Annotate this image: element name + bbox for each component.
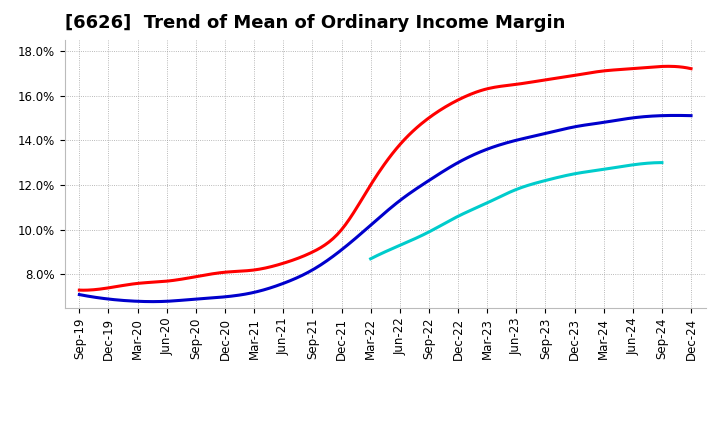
3 Years — [665, 64, 673, 69]
3 Years — [439, 106, 448, 111]
5 Years — [441, 167, 450, 172]
3 Years — [451, 99, 460, 104]
3 Years — [441, 104, 450, 110]
5 Years — [672, 113, 681, 118]
7 Years — [366, 256, 375, 261]
Line: 3 Years: 3 Years — [79, 66, 691, 290]
3 Years — [75, 287, 84, 293]
5 Years — [451, 161, 460, 166]
5 Years — [75, 292, 84, 297]
3 Years — [77, 287, 86, 293]
7 Years — [657, 160, 666, 165]
7 Years — [630, 162, 639, 167]
7 Years — [657, 160, 665, 165]
7 Years — [539, 179, 547, 184]
Line: 7 Years: 7 Years — [371, 163, 662, 259]
5 Years — [631, 115, 640, 120]
5 Years — [149, 299, 158, 304]
5 Years — [439, 169, 448, 174]
5 Years — [687, 113, 696, 118]
3 Years — [631, 66, 640, 71]
7 Years — [540, 178, 549, 183]
3 Years — [687, 66, 696, 71]
5 Years — [593, 121, 601, 126]
7 Years — [612, 165, 621, 170]
3 Years — [593, 69, 601, 74]
7 Years — [544, 177, 553, 182]
5 Years — [77, 292, 86, 297]
3 Years — [79, 288, 88, 293]
7 Years — [367, 256, 376, 261]
Line: 5 Years: 5 Years — [79, 115, 691, 301]
Text: [6626]  Trend of Mean of Ordinary Income Margin: [6626] Trend of Mean of Ordinary Income … — [65, 15, 565, 33]
